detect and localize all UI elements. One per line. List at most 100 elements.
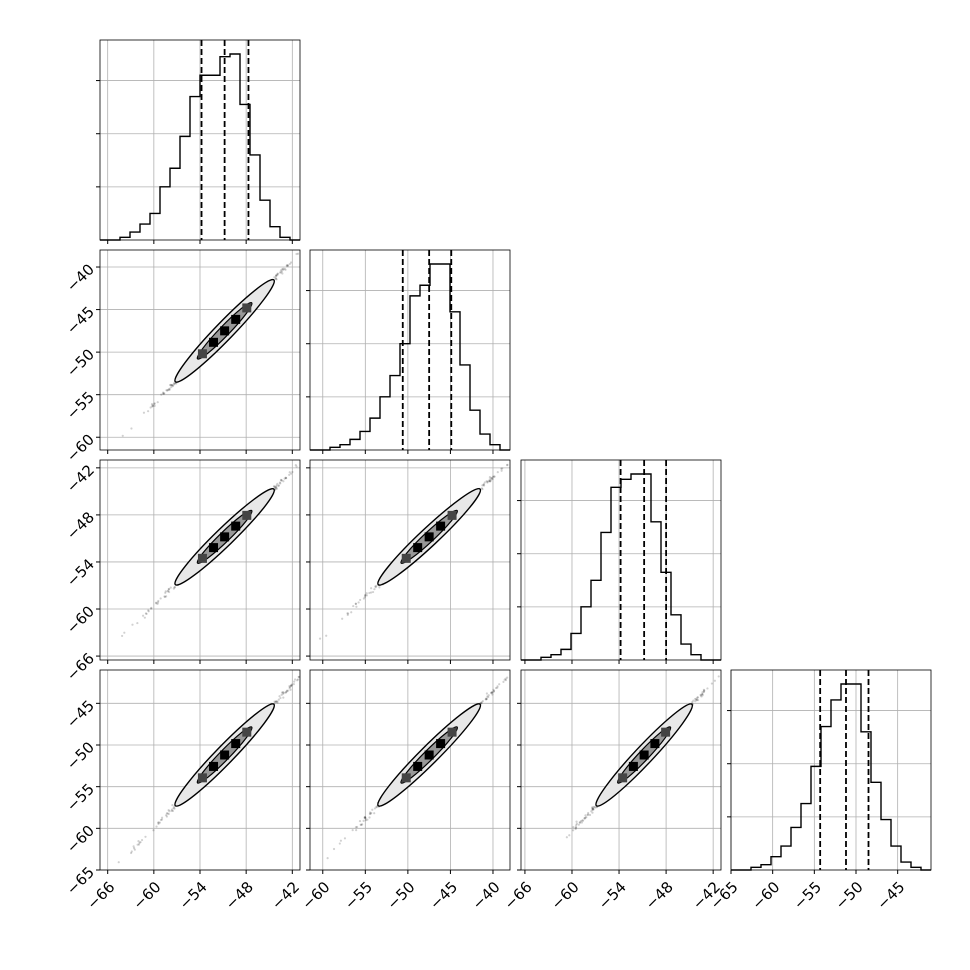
- scatter-point: [713, 679, 716, 682]
- scatter-point: [155, 825, 158, 828]
- scatter-point: [149, 406, 152, 409]
- scatter-point: [501, 467, 504, 470]
- scatter-point: [147, 610, 150, 613]
- scatter-point: [283, 267, 286, 270]
- scatter-point: [277, 698, 280, 701]
- scatter-point: [488, 479, 491, 483]
- y-tick-label: −48: [63, 508, 98, 543]
- scatter-point: [288, 473, 291, 476]
- scatter-point: [326, 856, 329, 860]
- scatter-point: [147, 609, 150, 612]
- scatter-panel-1-0: [96, 249, 301, 454]
- scatter-point: [173, 586, 177, 589]
- scatter-point: [168, 810, 171, 813]
- y-tick-label: −50: [63, 738, 98, 773]
- x-tick-label: −48: [222, 878, 257, 913]
- scatter-panel-3-0: [96, 669, 301, 874]
- scatter-point: [565, 836, 568, 839]
- scatter-point: [294, 463, 297, 467]
- scatter-point: [295, 465, 298, 468]
- scatter-point: [354, 826, 358, 829]
- scatter-point: [488, 478, 491, 481]
- scatter-point: [575, 820, 578, 823]
- scatter-point: [282, 267, 285, 270]
- scatter-point: [485, 480, 488, 483]
- scatter-point: [580, 821, 583, 824]
- scatter-point: [274, 275, 278, 278]
- x-tick-label: −60: [129, 878, 164, 913]
- scatter-point: [285, 264, 288, 267]
- scatter-point: [592, 808, 595, 811]
- axes-frame: [520, 669, 722, 871]
- density-cell: [661, 727, 671, 737]
- scatter-point: [347, 612, 350, 615]
- scatter-point: [165, 812, 168, 815]
- scatter-point: [164, 814, 168, 817]
- scatter-point: [290, 683, 293, 686]
- scatter-point: [288, 685, 291, 688]
- scatter-point: [358, 819, 362, 823]
- scatter-point: [593, 805, 596, 809]
- scatter-point: [146, 410, 150, 413]
- scatter-point: [166, 590, 169, 593]
- scatter-point: [373, 812, 376, 815]
- scatter-point: [581, 819, 584, 822]
- x-tick-label: −50: [832, 878, 867, 913]
- scatter-point: [289, 261, 293, 264]
- scatter-point: [346, 612, 349, 615]
- scatter-point: [359, 823, 362, 826]
- scatter-point: [285, 264, 288, 268]
- scatter-point: [361, 823, 364, 826]
- x-tick-label: −60: [748, 878, 783, 913]
- scatter-point: [352, 604, 355, 608]
- scatter-point: [368, 816, 371, 819]
- scatter-point: [121, 634, 124, 638]
- scatter-point: [165, 389, 168, 392]
- scatter-point: [492, 688, 495, 691]
- scatter-point: [163, 595, 167, 598]
- scatter-point: [171, 809, 175, 813]
- axes-frame: [309, 249, 511, 451]
- scatter-point: [487, 479, 490, 483]
- scatter-point: [378, 586, 381, 589]
- scatter-point: [492, 689, 496, 692]
- scatter-point: [167, 590, 171, 594]
- scatter-point: [591, 811, 594, 814]
- scatter-point: [276, 273, 279, 277]
- y-tick-label: −54: [63, 555, 98, 590]
- scatter-point: [592, 805, 595, 809]
- density-cell: [424, 750, 434, 760]
- axes-frame: [730, 669, 932, 871]
- scatter-point: [575, 824, 578, 827]
- y-tick-label: −50: [63, 345, 98, 380]
- scatter-point: [591, 807, 595, 810]
- scatter-point: [574, 826, 578, 829]
- x-tick-label: −40: [469, 878, 504, 913]
- density-cell: [436, 521, 446, 531]
- scatter-point: [586, 813, 589, 816]
- scatter-point: [325, 634, 328, 637]
- y-tick-label: −40: [63, 260, 98, 295]
- density-cell: [447, 510, 457, 520]
- scatter-point: [168, 388, 171, 391]
- scatter-point: [166, 388, 169, 392]
- scatter-point: [710, 682, 713, 685]
- scatter-point: [350, 611, 353, 614]
- scatter-point: [274, 486, 277, 489]
- scatter-point: [296, 252, 300, 255]
- y-tick-label: −55: [63, 388, 98, 423]
- scatter-point: [273, 276, 276, 279]
- scatter-point: [288, 262, 291, 266]
- scatter-point: [132, 845, 135, 848]
- scatter-point: [590, 810, 593, 813]
- density-cell: [242, 727, 252, 737]
- scatter-point: [375, 584, 378, 587]
- scatter-point: [275, 484, 278, 487]
- scatter-point: [166, 389, 169, 392]
- density-cell: [242, 510, 252, 520]
- scatter-point: [144, 835, 147, 838]
- scatter-point: [163, 392, 166, 395]
- scatter-point: [139, 840, 142, 844]
- scatter-point: [374, 585, 377, 588]
- scatter-point: [364, 816, 367, 819]
